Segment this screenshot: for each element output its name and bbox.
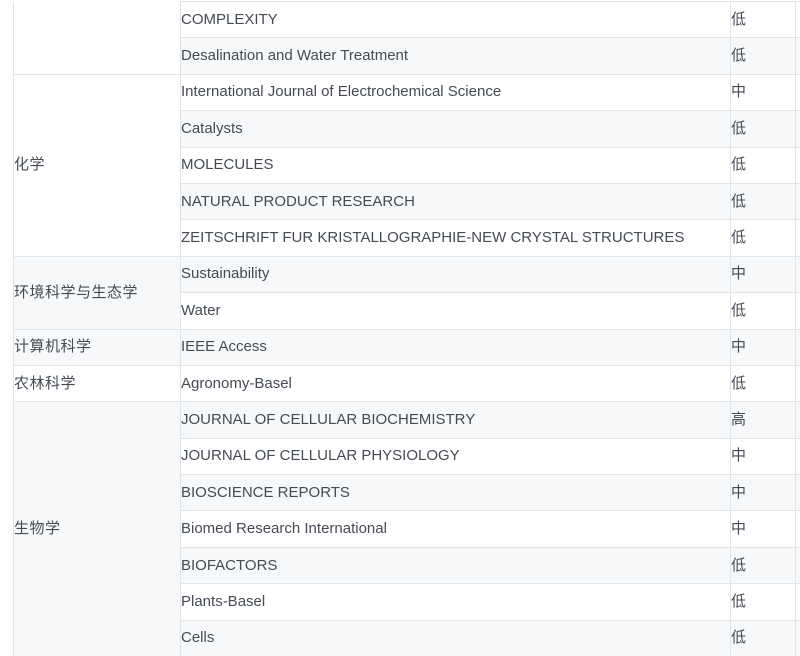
level-cell: 低 xyxy=(730,292,796,330)
table-row: NATURAL PRODUCT RESEARCH 低 xyxy=(14,182,800,221)
level-cell: 低 xyxy=(730,110,796,148)
table-row: Biomed Research International 中 xyxy=(14,510,800,548)
table-row: Plants-Basel 低 xyxy=(14,583,800,621)
level-cell: 中 xyxy=(730,474,796,512)
category-cell: 环境科学与生态学 xyxy=(13,255,181,330)
journal-cell: International Journal of Electrochemical… xyxy=(180,73,731,112)
level-cell: 低 xyxy=(730,146,796,184)
level-cell: 低 xyxy=(730,619,796,656)
journal-cell: Sustainability xyxy=(180,255,731,294)
table-row: MOLECULES 低 xyxy=(14,146,800,184)
journal-risk-table-body: COMPLEXITY 低 Desalination and Water Treatm… xyxy=(13,0,800,656)
cropped-column-cell xyxy=(795,619,800,656)
cropped-column-cell xyxy=(795,292,800,330)
cropped-column-cell xyxy=(795,0,800,39)
level-cell: 中 xyxy=(730,437,796,476)
level-cell: 中 xyxy=(730,255,796,294)
journal-cell: Plants-Basel xyxy=(180,583,731,621)
cropped-column-cell xyxy=(795,474,800,512)
journal-cell: Desalination and Water Treatment xyxy=(180,37,731,75)
table-row: BIOSCIENCE REPORTS 中 xyxy=(14,474,800,512)
table-row: 化学 International Journal of Electrochemic… xyxy=(13,73,800,257)
table-row: Desalination and Water Treatment 低 xyxy=(14,37,800,75)
journal-cell: ZEITSCHRIFT FUR KRISTALLOGRAPHIE-NEW CRY… xyxy=(180,219,731,257)
journal-cell: IEEE Access xyxy=(180,328,731,366)
category-cell xyxy=(13,1,181,75)
table-row: 环境科学与生态学 Sustainability 中 xyxy=(13,255,800,330)
cropped-column-cell xyxy=(795,110,800,148)
table-row: Cells 低 xyxy=(14,619,800,656)
level-cell: 中 xyxy=(730,328,796,366)
level-cell: 中 xyxy=(730,510,796,548)
cropped-column-cell xyxy=(795,437,800,476)
cropped-column-cell xyxy=(795,510,800,548)
cropped-column-cell xyxy=(795,364,800,403)
cropped-column-cell xyxy=(795,182,800,221)
journal-cell: Biomed Research International xyxy=(180,510,731,548)
journal-risk-table: COMPLEXITY 低 Desalination and Water Treatm… xyxy=(13,0,800,656)
level-cell: 低 xyxy=(730,182,796,221)
category-cell: 生物学 xyxy=(13,401,181,656)
table-row: ZEITSCHRIFT FUR KRISTALLOGRAPHIE-NEW CRY… xyxy=(14,219,800,257)
category-cell: 化学 xyxy=(13,73,181,257)
level-cell: 低 xyxy=(730,0,796,39)
journal-cell: BIOFACTORS xyxy=(180,546,731,585)
journal-cell: Water xyxy=(180,292,731,330)
journal-cell: JOURNAL OF CELLULAR BIOCHEMISTRY xyxy=(180,401,731,439)
level-cell: 低 xyxy=(730,364,796,403)
journal-cell: Catalysts xyxy=(180,110,731,148)
journal-cell: COMPLEXITY xyxy=(180,0,731,39)
level-cell: 中 xyxy=(730,73,796,112)
cropped-column-cell xyxy=(795,255,800,294)
cropped-column-cell xyxy=(795,73,800,112)
cropped-column-cell xyxy=(795,146,800,184)
journal-cell: BIOSCIENCE REPORTS xyxy=(180,474,731,512)
journal-cell: JOURNAL OF CELLULAR PHYSIOLOGY xyxy=(180,437,731,476)
table-row: JOURNAL OF CELLULAR PHYSIOLOGY 中 xyxy=(14,437,800,476)
table-row: Water 低 xyxy=(14,292,800,330)
table-row: 农林科学 Agronomy-Basel 低 xyxy=(13,364,800,403)
table-row: Catalysts 低 xyxy=(14,110,800,148)
cropped-column-cell xyxy=(795,546,800,585)
cropped-column-cell xyxy=(795,328,800,366)
cropped-column-cell xyxy=(795,583,800,621)
table-row: BIOFACTORS 低 xyxy=(14,546,800,585)
level-cell: 高 xyxy=(730,401,796,439)
cropped-column-cell xyxy=(795,219,800,257)
journal-cell: Cells xyxy=(180,619,731,656)
table-row: COMPLEXITY 低 xyxy=(13,0,800,75)
journal-cell: Agronomy-Basel xyxy=(180,364,731,403)
cropped-column-cell xyxy=(795,37,800,75)
journal-cell: MOLECULES xyxy=(180,146,731,184)
category-cell: 计算机科学 xyxy=(13,328,181,366)
level-cell: 低 xyxy=(730,583,796,621)
table-row: 计算机科学 IEEE Access 中 xyxy=(13,328,800,366)
journal-cell: NATURAL PRODUCT RESEARCH xyxy=(180,182,731,221)
category-cell: 农林科学 xyxy=(13,364,181,403)
level-cell: 低 xyxy=(730,219,796,257)
level-cell: 低 xyxy=(730,37,796,75)
table-row: 生物学 JOURNAL OF CELLULAR BIOCHEMISTRY 高 xyxy=(13,401,800,656)
level-cell: 低 xyxy=(730,546,796,585)
cropped-column-cell xyxy=(795,401,800,439)
